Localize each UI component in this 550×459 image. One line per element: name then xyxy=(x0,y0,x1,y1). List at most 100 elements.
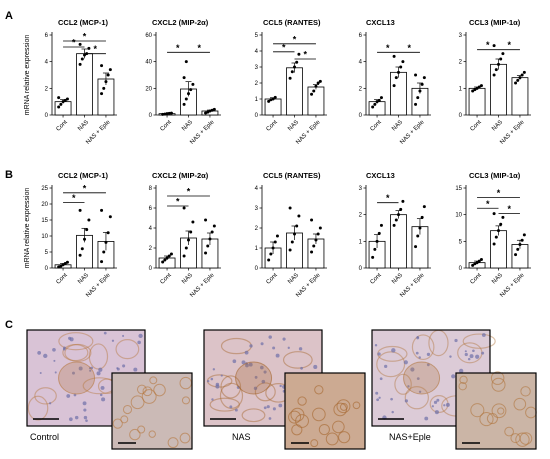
chart-title: CCL3 (MIP-1α) xyxy=(469,18,521,27)
nucleus xyxy=(313,364,318,369)
tubule xyxy=(254,382,276,402)
nucleus xyxy=(232,359,237,364)
significance-star: * xyxy=(93,44,97,54)
data-point xyxy=(314,84,318,88)
inset-tubule xyxy=(515,432,530,447)
nucleus xyxy=(418,356,421,359)
data-point xyxy=(520,73,524,77)
nucleus xyxy=(268,335,272,339)
data-point xyxy=(59,102,63,106)
nucleus xyxy=(377,352,381,356)
y-tick-label: 6 xyxy=(359,33,363,39)
nucleus xyxy=(263,370,267,374)
inset-tubule xyxy=(149,376,158,385)
nucleus xyxy=(445,402,450,407)
inset-tubule xyxy=(122,404,133,415)
data-point xyxy=(78,62,82,66)
nucleus xyxy=(83,408,87,412)
y-tick-label: 4 xyxy=(149,226,153,232)
x-tick-label: NAS xyxy=(391,272,404,285)
nucleus xyxy=(206,379,210,383)
y-tick-label: 10 xyxy=(455,213,462,219)
bar xyxy=(390,71,407,116)
data-point xyxy=(59,264,63,268)
nucleus xyxy=(416,335,419,339)
y-tick-label: 0 xyxy=(255,113,259,119)
tubule xyxy=(209,397,240,412)
nucleus xyxy=(52,347,56,352)
data-point xyxy=(492,73,496,77)
y-tick-label: 6 xyxy=(45,33,49,39)
data-point xyxy=(414,102,418,106)
data-point xyxy=(473,88,477,92)
data-point xyxy=(80,57,84,61)
data-point xyxy=(189,88,193,92)
data-point xyxy=(416,234,420,238)
significance-star: * xyxy=(83,32,87,42)
nucleus xyxy=(268,417,272,420)
y-tick-label: 2 xyxy=(149,246,153,252)
data-point xyxy=(318,226,322,230)
nucleus xyxy=(278,403,283,408)
y-tick-label: 40 xyxy=(145,60,152,66)
data-point xyxy=(377,98,381,102)
inset-tubule xyxy=(504,426,514,437)
nucleus xyxy=(426,352,431,357)
y-tick-label: 2 xyxy=(359,86,363,92)
inset-image xyxy=(112,373,192,449)
significance-star: * xyxy=(386,193,390,203)
inset-tubule xyxy=(137,425,146,434)
data-point xyxy=(514,253,518,257)
inset-tubule xyxy=(181,396,190,405)
data-point xyxy=(267,258,271,262)
nucleus xyxy=(100,385,105,390)
nucleus xyxy=(66,394,71,398)
nucleus xyxy=(272,407,276,411)
nucleus xyxy=(53,359,56,362)
nucleus xyxy=(89,369,92,372)
x-tick-label: NAS xyxy=(181,119,194,132)
nucleus xyxy=(300,366,303,370)
data-point xyxy=(492,44,496,48)
inset-tubule xyxy=(520,386,531,397)
nucleus xyxy=(85,419,88,422)
nucleus xyxy=(261,379,266,384)
data-point xyxy=(78,253,82,257)
data-point xyxy=(392,223,396,227)
nucleus xyxy=(244,350,249,355)
data-point xyxy=(100,92,104,96)
data-point xyxy=(314,238,318,242)
data-point xyxy=(87,46,91,50)
data-point xyxy=(182,206,186,210)
data-point xyxy=(267,99,271,103)
data-point xyxy=(295,60,299,64)
tubule xyxy=(394,373,412,395)
nucleus xyxy=(378,396,381,399)
bar xyxy=(286,67,303,116)
data-point xyxy=(100,260,104,264)
nucleus xyxy=(390,397,393,401)
data-point xyxy=(310,92,314,96)
significance-star: * xyxy=(187,187,191,197)
nucleus xyxy=(403,360,408,365)
data-point xyxy=(184,246,188,250)
tubule xyxy=(58,332,94,351)
nucleus xyxy=(254,375,258,379)
data-point xyxy=(397,70,400,74)
y-tick-label: 3 xyxy=(459,33,463,39)
data-point xyxy=(187,92,190,96)
inset-frame xyxy=(284,372,366,450)
tubule xyxy=(64,343,92,362)
nucleus xyxy=(449,355,452,358)
y-tick-label: 2 xyxy=(45,86,49,92)
nucleus xyxy=(391,348,396,353)
nucleus xyxy=(384,364,388,369)
nucleus xyxy=(101,397,106,402)
y-tick-label: 0 xyxy=(149,113,153,119)
inset-tubule xyxy=(490,371,505,385)
nucleus xyxy=(229,405,233,409)
inset-tubule xyxy=(510,433,521,444)
data-point xyxy=(83,237,86,241)
